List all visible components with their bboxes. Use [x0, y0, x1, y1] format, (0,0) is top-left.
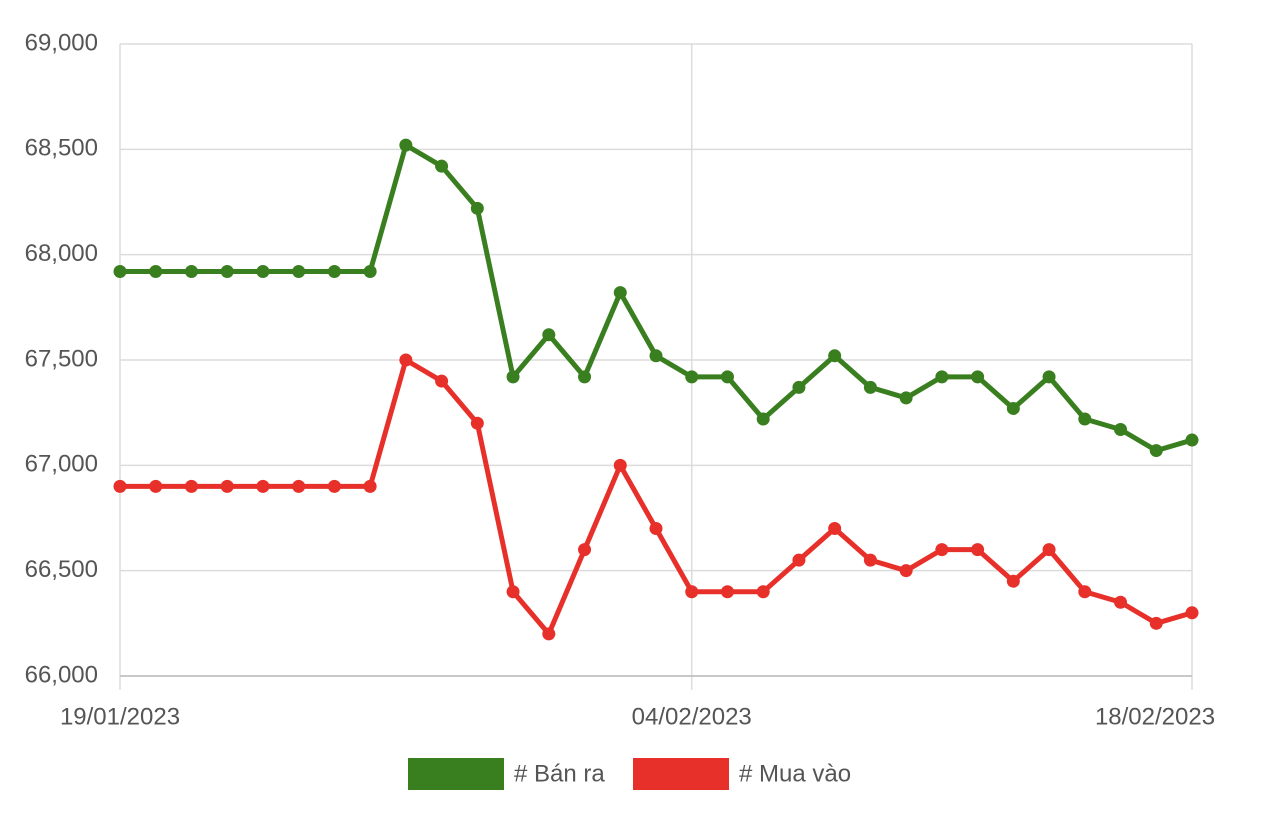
data-point: [578, 543, 592, 557]
data-point: [971, 543, 985, 557]
data-point: [470, 416, 484, 430]
data-point: [542, 328, 556, 342]
data-point: [685, 370, 699, 384]
data-point: [792, 553, 806, 567]
data-point: [1185, 433, 1199, 447]
data-point: [1042, 543, 1056, 557]
data-point: [1006, 401, 1020, 415]
data-point: [1114, 595, 1128, 609]
data-point: [756, 585, 770, 599]
data-point: [149, 265, 163, 279]
legend-swatch: [633, 758, 729, 790]
data-point: [435, 159, 449, 173]
series-line: [120, 357, 1193, 637]
data-point: [1006, 574, 1020, 588]
data-point: [720, 585, 734, 599]
data-point: [1149, 444, 1163, 458]
data-point: [1078, 412, 1092, 426]
x-tick-label: 04/02/2023: [632, 703, 752, 730]
y-tick-label: 69,000: [25, 29, 98, 56]
data-point: [685, 585, 699, 599]
legend-label: # Mua vào: [739, 760, 851, 787]
data-point: [1078, 585, 1092, 599]
legend-label: # Bán ra: [514, 760, 605, 787]
data-point: [578, 370, 592, 384]
data-point: [899, 564, 913, 578]
y-tick-label: 66,000: [25, 661, 98, 688]
x-tick-label: 18/02/2023: [1095, 703, 1215, 730]
data-point: [756, 412, 770, 426]
y-tick-label: 66,500: [25, 556, 98, 583]
data-point: [613, 458, 627, 472]
data-point: [1042, 370, 1056, 384]
y-tick-label: 68,000: [25, 240, 98, 267]
data-point: [792, 380, 806, 394]
data-point: [327, 479, 341, 493]
data-point: [470, 201, 484, 215]
data-point: [292, 479, 306, 493]
data-point: [184, 479, 198, 493]
data-point: [720, 370, 734, 384]
data-point: [292, 265, 306, 279]
data-point: [184, 265, 198, 279]
data-point: [828, 522, 842, 536]
data-point: [399, 138, 413, 152]
data-point: [1114, 423, 1128, 437]
series-line: [120, 142, 1193, 454]
data-point: [399, 353, 413, 367]
y-tick-label: 67,000: [25, 451, 98, 478]
data-point: [506, 370, 520, 384]
data-point: [935, 543, 949, 557]
x-tick-label: 19/01/2023: [60, 703, 180, 730]
data-point: [899, 391, 913, 405]
data-point: [649, 522, 663, 536]
data-point: [149, 479, 163, 493]
data-point: [935, 370, 949, 384]
data-point: [435, 374, 449, 388]
data-point: [542, 627, 556, 641]
data-point: [863, 380, 877, 394]
data-point: [971, 370, 985, 384]
data-point: [613, 286, 627, 300]
data-point: [256, 479, 270, 493]
data-point: [327, 265, 341, 279]
y-tick-label: 67,500: [25, 345, 98, 372]
data-point: [220, 479, 234, 493]
data-point: [506, 585, 520, 599]
data-point: [113, 479, 127, 493]
data-point: [649, 349, 663, 363]
data-point: [1149, 616, 1163, 630]
legend-swatch: [408, 758, 504, 790]
data-point: [363, 265, 377, 279]
data-point: [1185, 606, 1199, 620]
data-point: [220, 265, 234, 279]
data-point: [863, 553, 877, 567]
data-point: [828, 349, 842, 363]
data-point: [363, 479, 377, 493]
data-point: [113, 265, 127, 279]
y-tick-label: 68,500: [25, 135, 98, 162]
data-point: [256, 265, 270, 279]
